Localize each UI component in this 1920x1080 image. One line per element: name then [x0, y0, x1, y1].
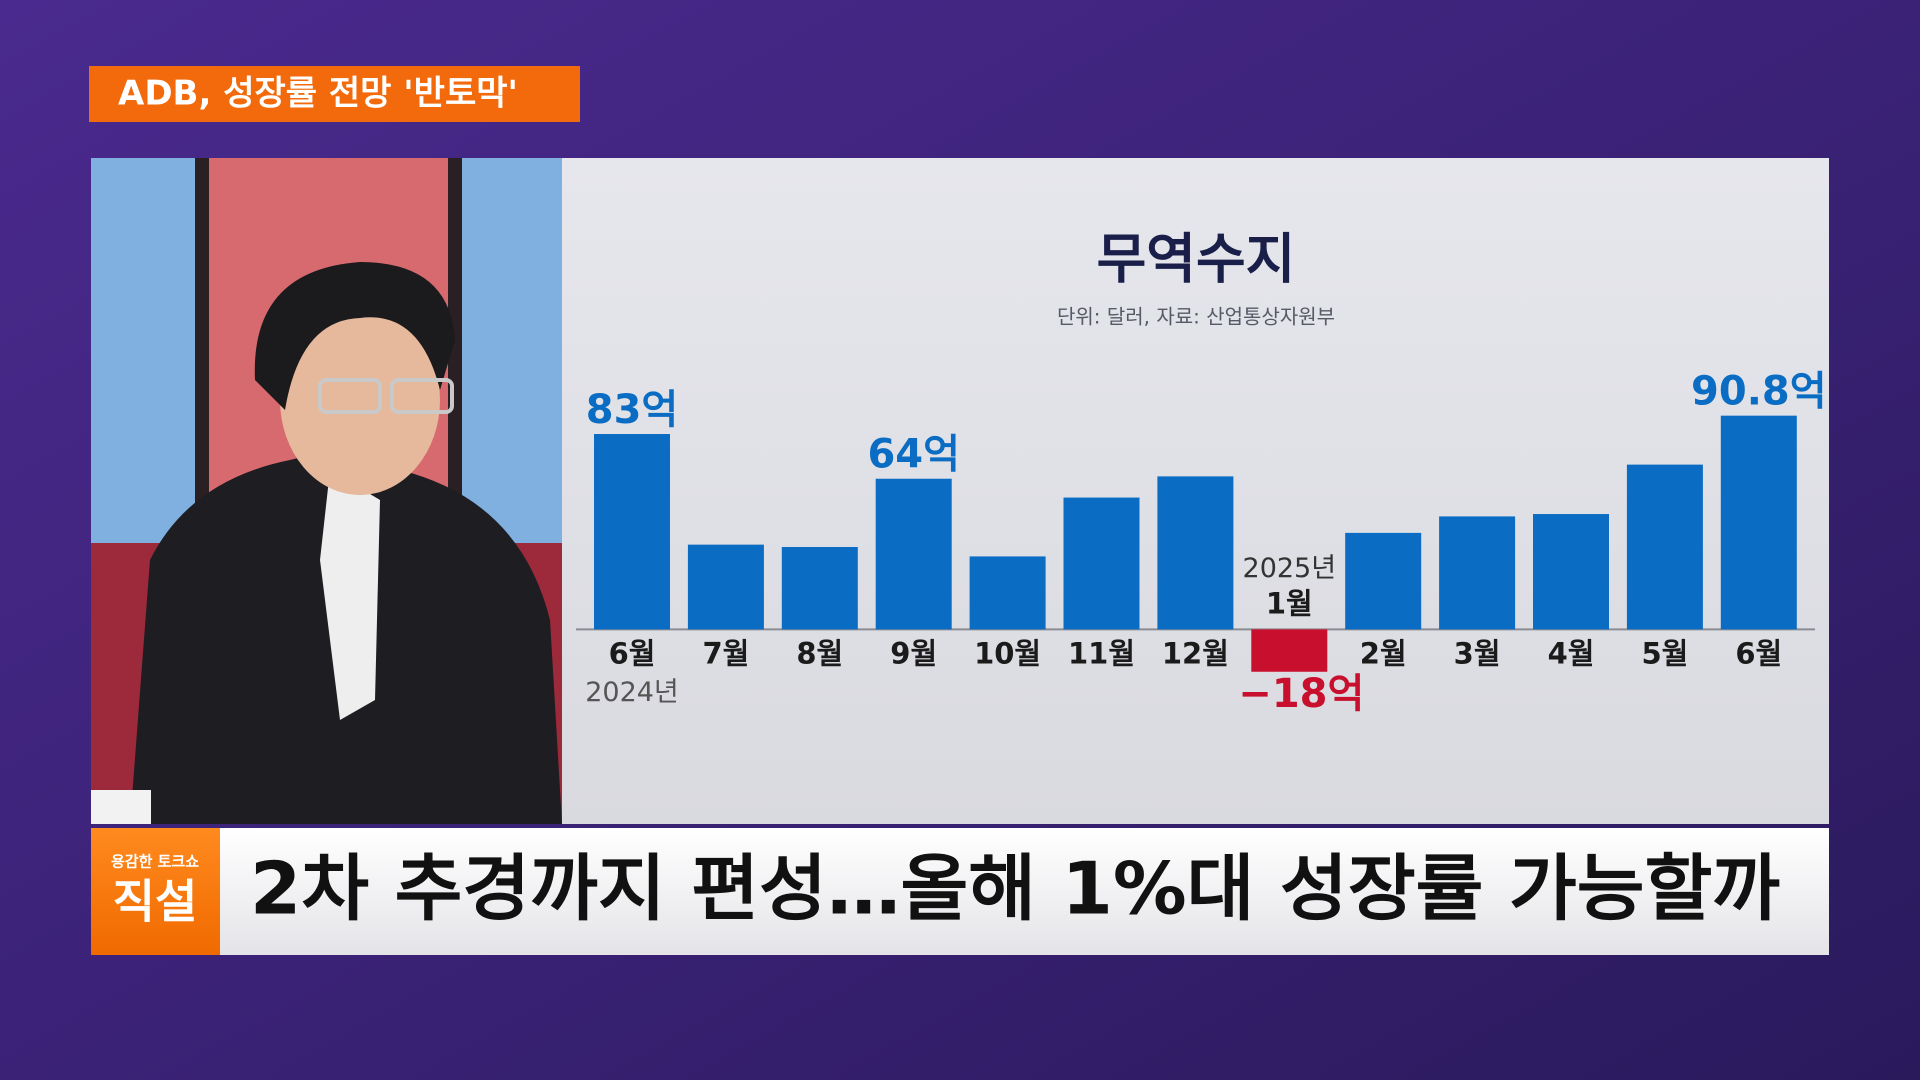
value-label: 64억: [867, 432, 959, 478]
x-tick-label: 2월: [1360, 636, 1407, 670]
bar: [1720, 415, 1797, 630]
value-label: −18억: [1238, 671, 1364, 717]
guest-hair: [254, 262, 455, 410]
guest-shirt: [320, 470, 380, 720]
bar: [875, 478, 952, 630]
bar: [1157, 476, 1234, 630]
backdrop-frame: [195, 158, 209, 543]
year-label: 2025년: [1243, 553, 1337, 584]
x-tick-label: 4월: [1548, 636, 1595, 670]
bar: [1063, 497, 1140, 630]
x-tick-label: 7월: [702, 636, 749, 670]
value-label: 83억: [586, 387, 678, 433]
value-label: 90.8억: [1691, 369, 1827, 415]
bar: [1251, 629, 1328, 672]
x-tick-label: 3월: [1454, 636, 1501, 670]
bar: [687, 544, 764, 630]
header-tag-box: [89, 66, 580, 122]
year-label: 2024년: [585, 677, 679, 708]
guest-video: [91, 158, 562, 824]
x-tick-label: 6월: [609, 636, 656, 670]
x-tick-label: 10월: [974, 636, 1041, 670]
bar: [969, 556, 1046, 630]
headline: 2차 추경까지 편성…올해 1%대 성장률 가능할까: [250, 847, 1780, 931]
x-tick-label: 6월: [1735, 636, 1782, 670]
guest-face: [280, 305, 440, 495]
header-tag: ADB, 성장률 전망 '반토막': [118, 74, 518, 114]
bar: [1533, 514, 1609, 630]
x-tick-label: 12월: [1162, 636, 1229, 670]
bar: [594, 434, 670, 630]
bar: [781, 547, 858, 630]
chart-subtitle: 단위: 달러, 자료: 산업통상자원부: [1057, 305, 1335, 329]
backdrop-frame: [448, 158, 462, 543]
bar: [1626, 464, 1703, 630]
caption-bar: [91, 828, 1829, 955]
x-tick-label: 11월: [1068, 636, 1135, 670]
x-tick-label: 5월: [1641, 636, 1688, 670]
x-tick-label: 8월: [796, 636, 843, 670]
program-logo: [91, 828, 220, 955]
logo-subtitle: 용감한 토크쇼: [111, 853, 199, 871]
chart-title: 무역수지: [1097, 228, 1296, 291]
guest-glasses: [390, 378, 454, 414]
logo-title: 직설: [113, 875, 198, 929]
bar: [1345, 532, 1422, 630]
desk-cup: [91, 790, 151, 824]
x-tick-label: 9월: [890, 636, 937, 670]
x-tick-label: 1월: [1266, 586, 1313, 620]
bar: [1439, 516, 1516, 630]
guest-glasses: [318, 378, 382, 414]
